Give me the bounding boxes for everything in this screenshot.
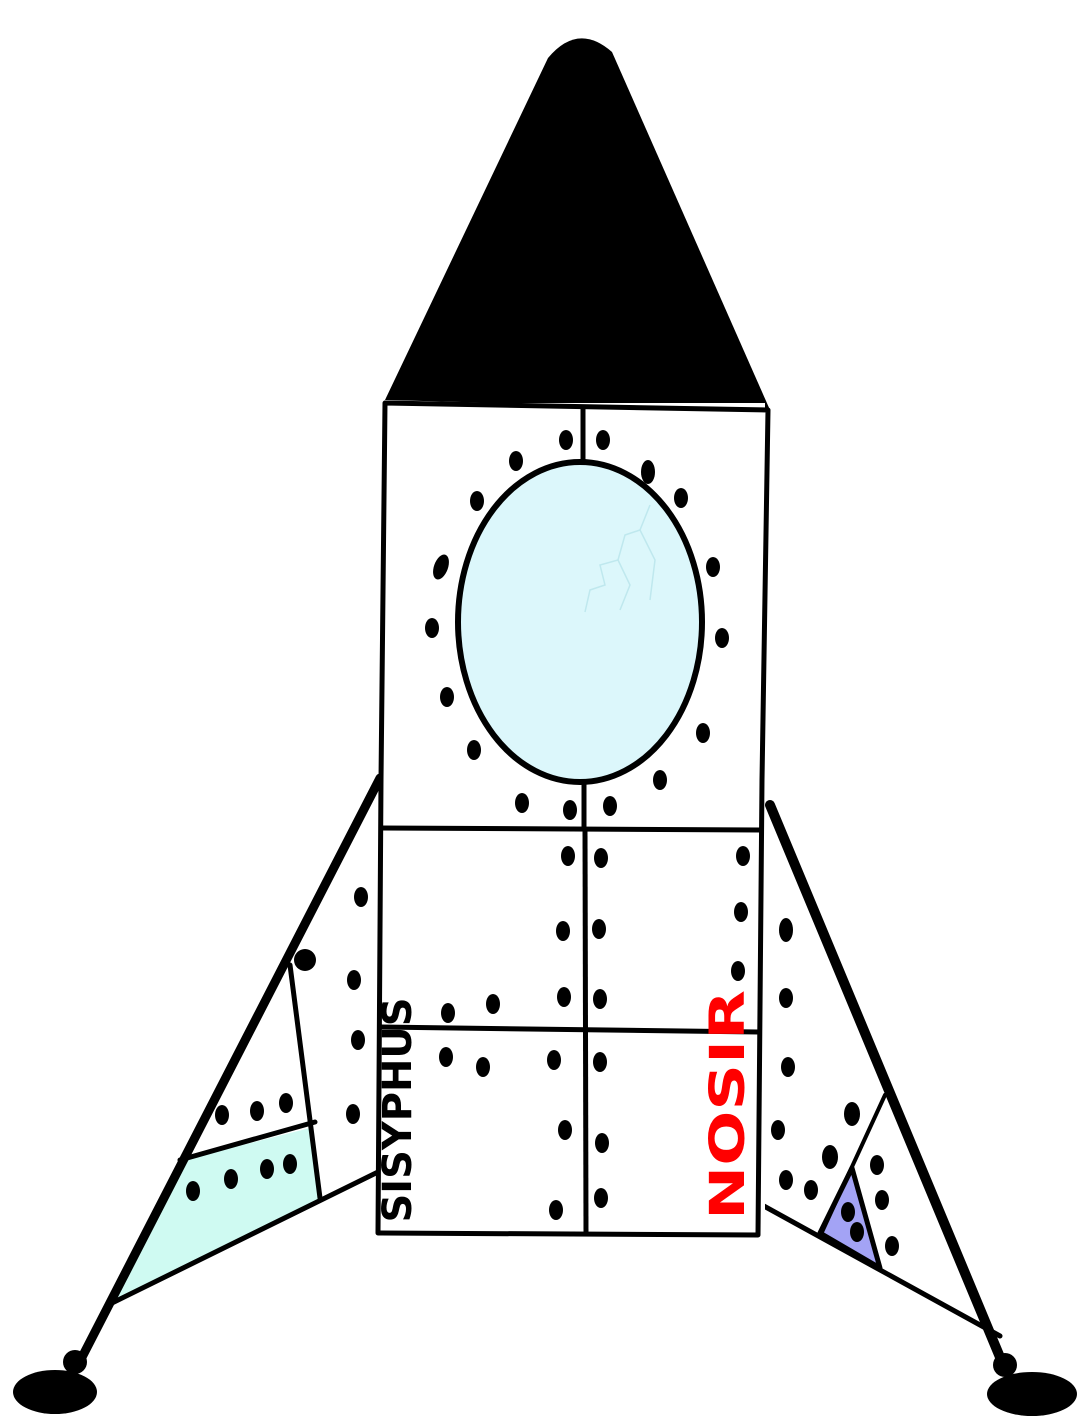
nose-cone <box>385 38 770 410</box>
porthole <box>455 459 705 785</box>
left-leg <box>13 773 385 1414</box>
left-foot <box>13 1370 97 1414</box>
left-hull-label: SISYPHUS <box>375 998 421 1223</box>
right-leg <box>759 800 1077 1416</box>
rivets <box>186 430 899 1256</box>
right-foot <box>987 1372 1077 1416</box>
right-hull-label: NOSIR <box>700 990 756 1220</box>
